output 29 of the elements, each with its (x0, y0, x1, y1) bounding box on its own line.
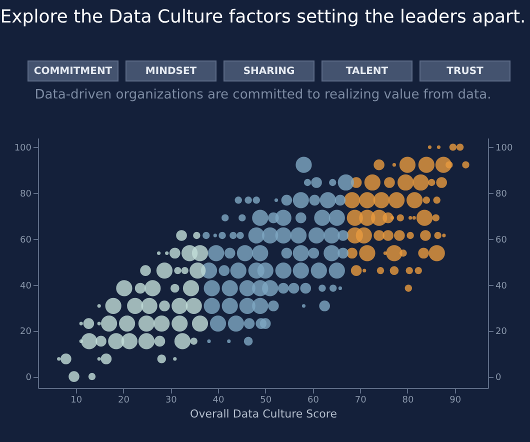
chart-subtitle: Data-driven organizations are committed to realizing value from data. (34, 88, 492, 102)
y2-tick-label: 100 (496, 144, 513, 154)
y-tick-label: 0 (26, 373, 32, 384)
y-tick-label: 40 (20, 281, 32, 292)
x-tick-label: 90 (450, 396, 462, 406)
y-tick-label: 60 (20, 235, 32, 246)
y2-tick-label: 0 (496, 373, 502, 384)
y2-tick-label: 20 (496, 327, 508, 338)
x-tick-label: 70 (354, 396, 367, 406)
x-tick-label: 10 (70, 396, 82, 406)
text: TRUST (446, 66, 484, 77)
y-tick-label: 20 (20, 327, 32, 338)
y2-tick-label: 40 (496, 281, 508, 292)
y-tick-label: 80 (20, 190, 32, 200)
y-tick-label: 100 (14, 144, 32, 154)
text: SHARING (243, 66, 295, 77)
text: COMMITMENT (34, 66, 112, 77)
x-tick-label: 40 (212, 396, 224, 406)
x-tick-label: 80 (402, 396, 414, 406)
x-tick-label: 30 (165, 396, 178, 406)
chart-title: Explore the Data Culture factors setting the leaders apart. (0, 6, 526, 28)
x-tick-label: 50 (260, 396, 272, 406)
y2-tick-label: 60 (496, 235, 508, 246)
text: MINDSET (145, 66, 197, 77)
x-tick-label: 20 (118, 396, 130, 406)
y2-tick-label: 80 (496, 190, 508, 200)
x-tick-label: 60 (308, 396, 320, 406)
x-axis-title: Overall Data Culture Score (190, 408, 338, 420)
text: TALENT (346, 66, 388, 77)
